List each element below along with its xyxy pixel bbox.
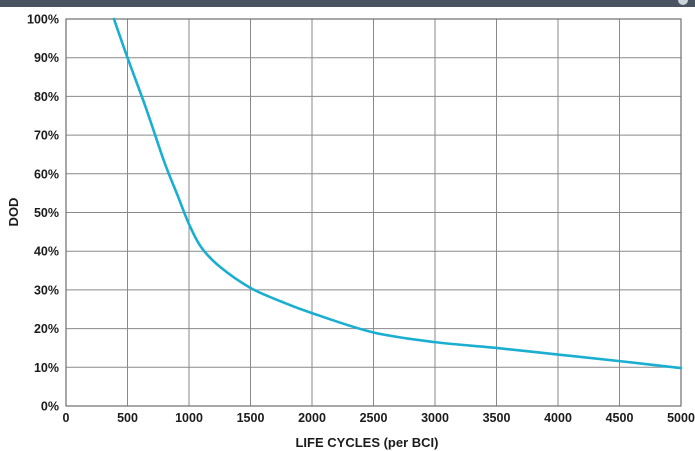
plot-frame xyxy=(65,18,682,407)
x-tick-label: 500 xyxy=(117,411,138,425)
x-tick-label: 4500 xyxy=(606,411,634,425)
x-tick-label: 3000 xyxy=(421,411,449,425)
y-tick-label: 0% xyxy=(41,400,59,414)
x-tick-labels: 0 500 1000 1500 2000 2500 3000 3500 4000 4500 5000 xyxy=(63,411,695,425)
y-tick-label: 10% xyxy=(34,361,59,375)
x-tick-label: 1500 xyxy=(237,411,265,425)
y-tick-label: 100% xyxy=(27,13,59,27)
y-tick-label: 60% xyxy=(34,167,59,181)
y-axis-label: DOD xyxy=(6,198,21,227)
y-tick-label: 40% xyxy=(34,245,59,259)
top-header-band xyxy=(0,0,695,7)
y-tick-label: 20% xyxy=(34,322,59,336)
x-tick-label: 0 xyxy=(63,411,70,425)
x-axis-label: LIFE CYCLES (per BCI) xyxy=(295,435,438,450)
plot-border xyxy=(65,18,682,407)
y-tick-labels: 0% 10% 20% 30% 40% 50% 60% 70% 80% 90% 100% xyxy=(27,13,59,414)
x-tick-label: 2500 xyxy=(360,411,388,425)
y-tick-label: 90% xyxy=(34,51,59,65)
x-tick-label: 4000 xyxy=(544,411,572,425)
x-tick-label: 5000 xyxy=(667,411,695,425)
y-tick-label: 30% xyxy=(34,283,59,297)
series-line-0 xyxy=(112,17,683,370)
x-tick-label: 2000 xyxy=(298,411,326,425)
y-tick-label: 80% xyxy=(34,90,59,104)
series xyxy=(112,17,683,370)
x-tick-label: 1000 xyxy=(175,411,203,425)
x-tick-label: 3500 xyxy=(483,411,511,425)
y-tick-label: 70% xyxy=(34,129,59,143)
y-tick-label: 50% xyxy=(34,206,59,220)
grid xyxy=(65,18,682,407)
header-tab-mark xyxy=(678,0,688,5)
